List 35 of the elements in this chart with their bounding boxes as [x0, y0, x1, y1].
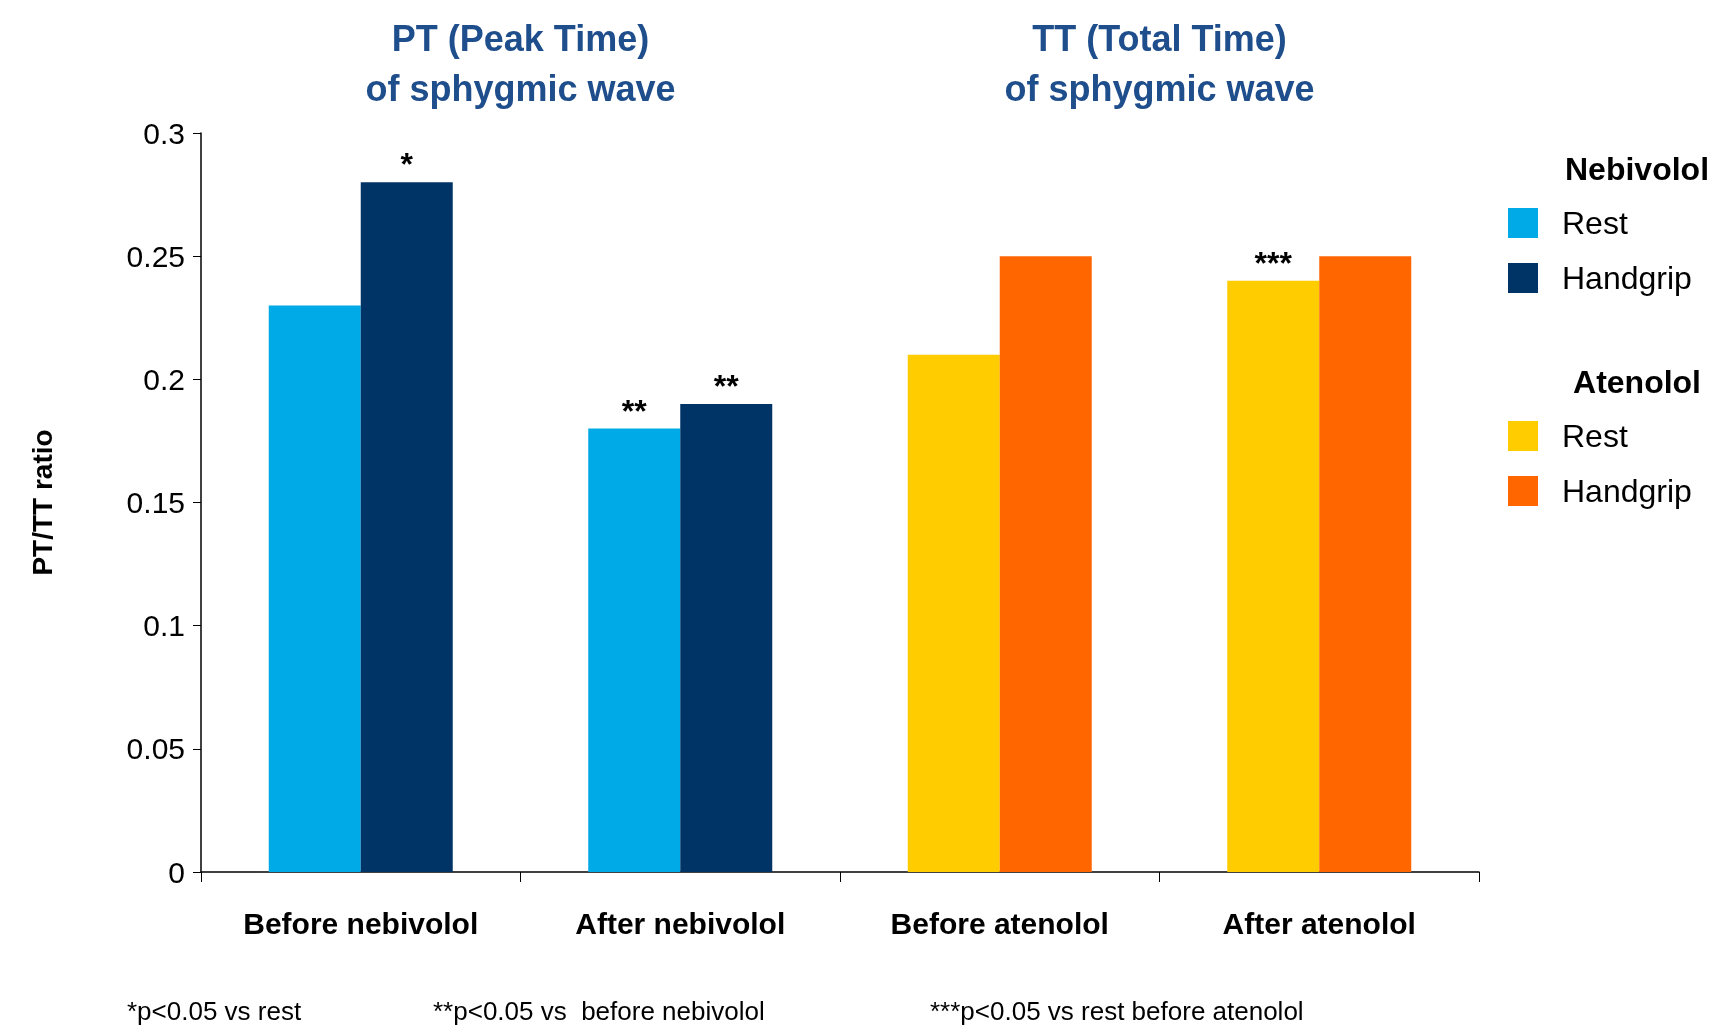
y-tick-label: 0.15 — [126, 486, 185, 519]
text: **p<0.05 vs before nebivolol — [433, 996, 765, 1026]
annotation: ** — [621, 392, 648, 429]
x-tick-label: After atenolol — [1222, 906, 1416, 940]
bar — [360, 182, 453, 872]
bar — [999, 256, 1092, 872]
legend-label: Rest — [1562, 418, 1628, 454]
y-tick-label: 0.05 — [126, 732, 185, 766]
bar — [1319, 256, 1412, 872]
legend-label: Handgrip — [1562, 473, 1692, 509]
y-tick-label: 0.1 — [143, 609, 185, 643]
bar — [1227, 280, 1320, 872]
text: Nebivolol — [1564, 151, 1710, 187]
y-axis-title: PT/TT ratio — [26, 429, 58, 576]
text: PT (Peak Time) of sphygmic wave — [365, 17, 676, 109]
y-tick-label: 0.3 — [143, 116, 185, 150]
bar — [907, 354, 1000, 872]
y-tick-label: 0.2 — [143, 362, 185, 396]
y-tick-label: 0.25 — [126, 239, 185, 273]
text: ***p<0.05 vs rest before atenolol — [930, 996, 1304, 1026]
text: Atenolol — [1573, 364, 1701, 400]
bar — [588, 428, 681, 872]
y-tick-label: 0 — [168, 855, 185, 889]
x-tick-label: Before nebivolol — [243, 906, 479, 940]
annotation: *** — [1254, 244, 1293, 281]
bar — [680, 403, 773, 872]
annotation: * — [400, 146, 414, 183]
legend-label: Rest — [1562, 205, 1628, 241]
annotation: ** — [713, 367, 740, 404]
text: *p<0.05 vs rest — [127, 996, 302, 1026]
x-tick-label: After nebivolol — [575, 906, 786, 940]
legend-label: Handgrip — [1562, 260, 1692, 296]
text: TT (Total Time) of sphygmic wave — [1004, 17, 1315, 109]
x-tick-label: Before atenolol — [890, 906, 1109, 940]
bar — [268, 305, 361, 872]
